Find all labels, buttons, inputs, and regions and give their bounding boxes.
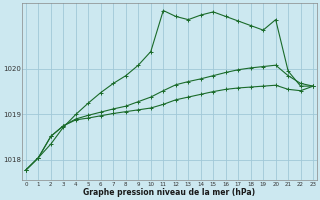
X-axis label: Graphe pression niveau de la mer (hPa): Graphe pression niveau de la mer (hPa): [84, 188, 256, 197]
